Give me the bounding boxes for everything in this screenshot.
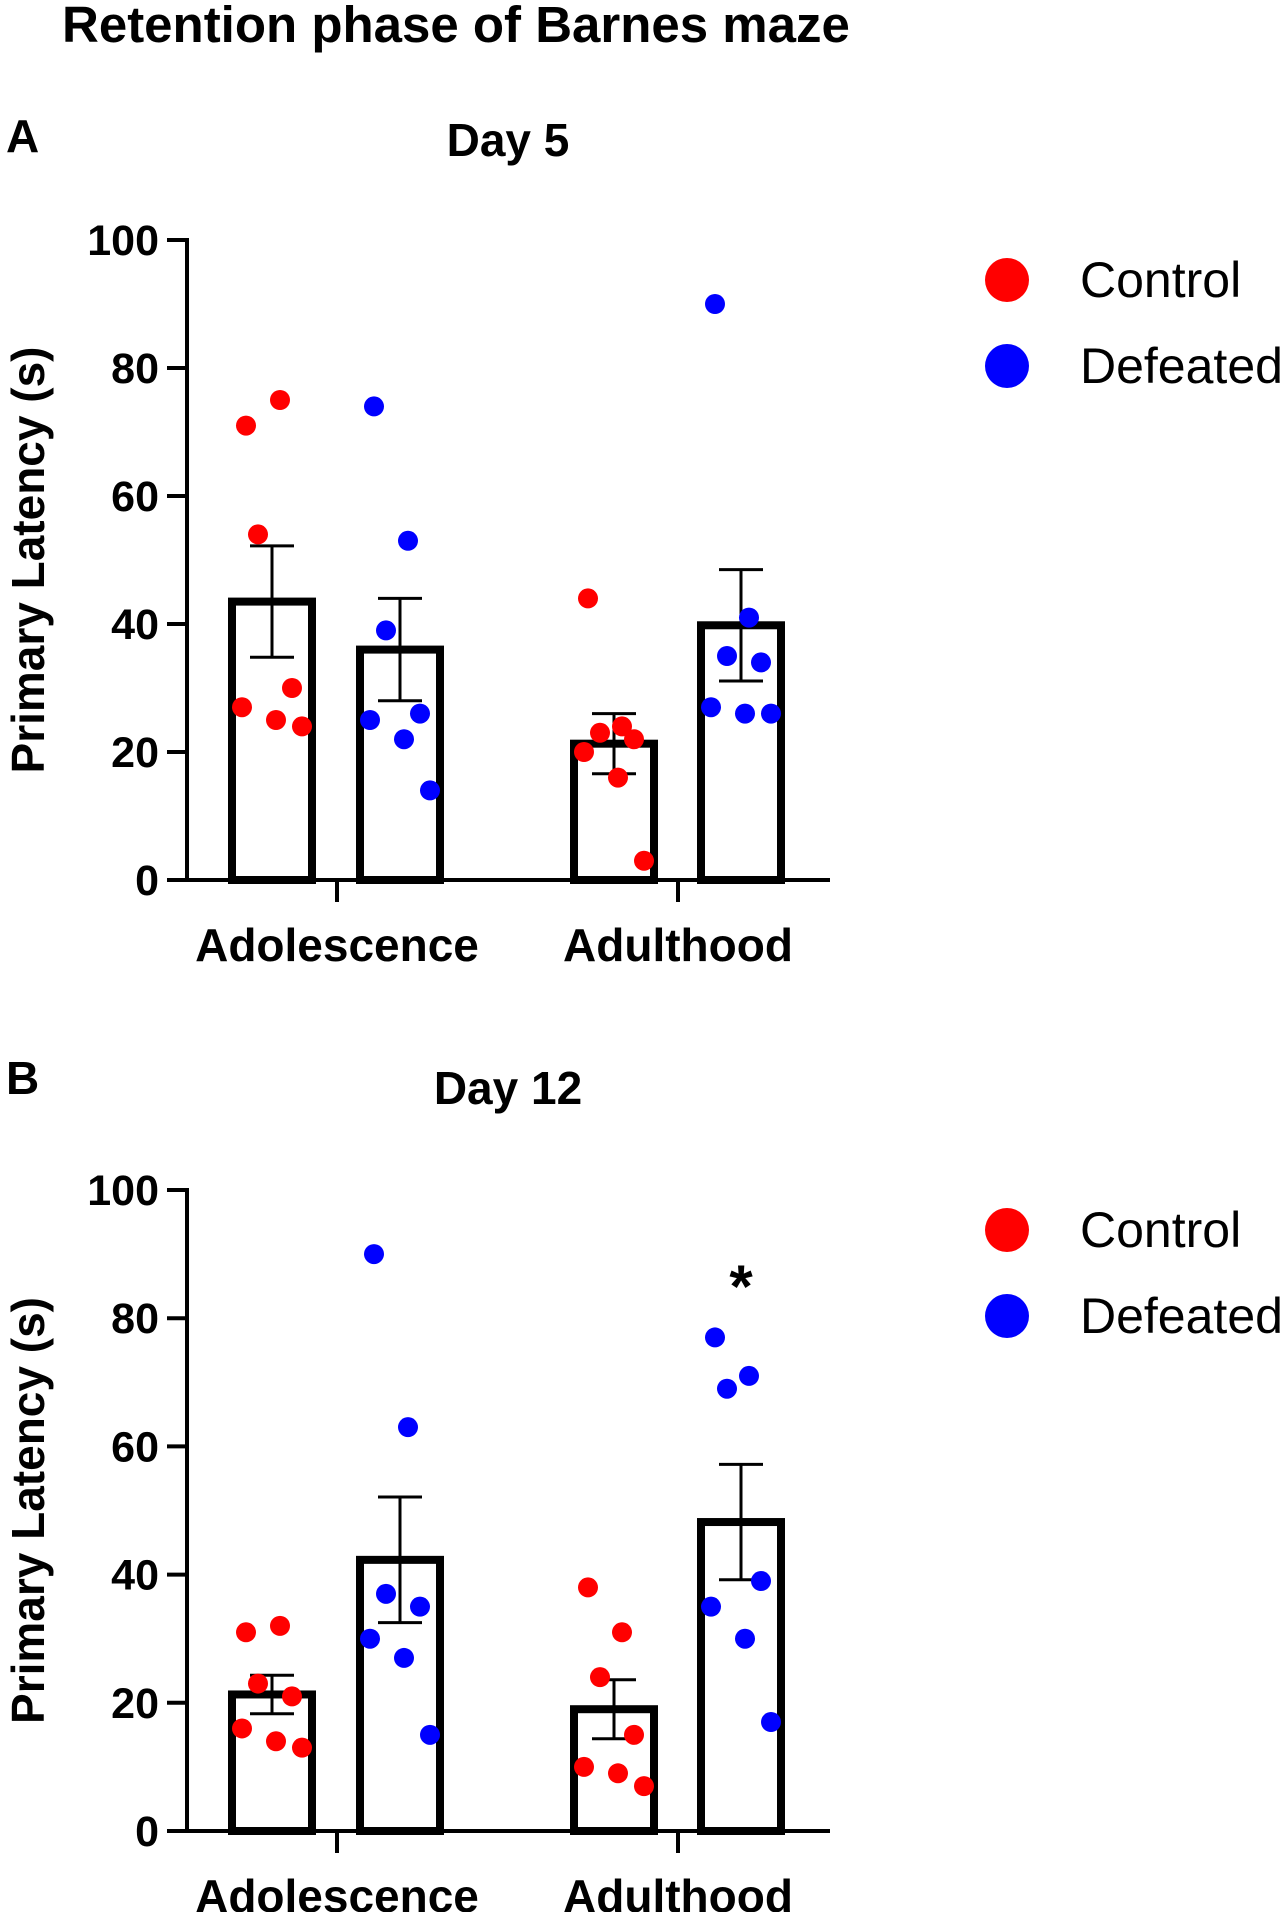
data-point-defeated (735, 703, 755, 724)
data-point-control (236, 1622, 256, 1643)
data-point-control (574, 1756, 594, 1777)
data-point-control (248, 1673, 268, 1694)
data-point-defeated (751, 1571, 771, 1592)
data-point-control (266, 1731, 286, 1752)
data-point-control (248, 524, 268, 545)
data-point-control (292, 1737, 312, 1758)
data-point-defeated (717, 1378, 737, 1399)
panel-label: A (6, 110, 39, 162)
data-point-control (634, 850, 654, 871)
y-tick-label: 0 (135, 1808, 159, 1856)
y-tick-label: 80 (111, 345, 159, 393)
data-point-control (634, 1776, 654, 1797)
data-point-control (612, 716, 632, 737)
error-bar-defeated-adulthood (719, 568, 763, 683)
data-point-defeated (394, 729, 414, 750)
data-point-defeated (761, 1712, 781, 1733)
data-point-defeated (364, 396, 384, 417)
data-point-defeated (761, 703, 781, 724)
y-tick-label: 40 (111, 1552, 159, 1600)
legend-a: Control Defeated (985, 252, 1283, 394)
data-point-defeated (398, 1417, 418, 1438)
x-tick-label: Adolescence (195, 1870, 479, 1912)
error-bar-control-adolescence (250, 544, 294, 659)
y-tick-label: 40 (111, 601, 159, 649)
data-point-control (232, 697, 252, 718)
y-tick-label: 20 (111, 729, 159, 777)
data-point-defeated (394, 1647, 414, 1668)
data-point-defeated (751, 652, 771, 673)
data-point-control (590, 722, 610, 743)
legend-label-defeated: Defeated (1080, 338, 1283, 394)
x-tick-label: Adolescence (195, 919, 479, 971)
data-point-defeated (360, 1628, 380, 1649)
data-point-control (624, 1724, 644, 1745)
panel-label: B (6, 1052, 39, 1104)
data-point-defeated (376, 620, 396, 641)
panel-b: B Day 12 Primary Latency (s) 0 20 40 60 80 100 Ad… (2, 1052, 1283, 1912)
y-tick-label: 60 (111, 1423, 159, 1471)
y-tick-label: 100 (87, 217, 159, 265)
data-point-control (608, 767, 628, 788)
legend-b: Control Defeated (985, 1202, 1283, 1344)
figure-title: Retention phase of Barnes maze (62, 0, 850, 53)
data-point-defeated (420, 780, 440, 801)
legend-label-defeated: Defeated (1080, 1288, 1283, 1344)
legend-label-control: Control (1080, 252, 1241, 308)
error-bar-defeated-adolescence (378, 1495, 422, 1625)
data-point-control (236, 415, 256, 436)
data-point-defeated (739, 1365, 759, 1386)
legend-marker-defeated (985, 1294, 1029, 1338)
data-point-control (574, 742, 594, 762)
error-bar-defeated-adolescence (378, 596, 422, 703)
data-point-defeated (717, 646, 737, 666)
data-point-defeated (739, 607, 759, 628)
data-point-control (282, 1686, 302, 1707)
y-tick-label: 80 (111, 1295, 159, 1343)
y-tick-label: 0 (135, 857, 159, 905)
data-point-defeated (705, 294, 725, 314)
panel-title: Day 12 (434, 1062, 582, 1114)
data-point-defeated (410, 703, 430, 724)
data-point-defeated (735, 1628, 755, 1649)
data-point-defeated (420, 1724, 440, 1745)
data-point-defeated (410, 1596, 430, 1617)
data-point-defeated (701, 697, 721, 718)
data-point-defeated (364, 1244, 384, 1265)
data-point-defeated (398, 530, 418, 551)
legend-label-control: Control (1080, 1202, 1241, 1258)
data-point-control (292, 716, 312, 737)
x-tick-label: Adulthood (563, 919, 793, 971)
panel-a: A Day 5 Primary Latency (s) 0 20 40 60 80 100 Ado… (2, 110, 1283, 971)
legend-marker-defeated (985, 344, 1029, 388)
data-point-control (282, 678, 302, 698)
y-tick-label: 60 (111, 473, 159, 521)
significance-marker: * (729, 1253, 753, 1320)
data-point-control (608, 1763, 628, 1784)
legend-marker-control (985, 1208, 1029, 1252)
y-tick-label: 20 (111, 1680, 159, 1728)
legend-marker-control (985, 258, 1029, 302)
data-point-defeated (376, 1583, 396, 1604)
data-point-control (590, 1667, 610, 1688)
panel-title: Day 5 (447, 114, 570, 166)
data-point-defeated (705, 1327, 725, 1348)
data-point-control (232, 1718, 252, 1739)
data-point-control (270, 390, 290, 410)
x-tick-label: Adulthood (563, 1870, 793, 1912)
y-tick-label: 100 (87, 1167, 159, 1215)
data-point-control (270, 1615, 290, 1636)
data-point-defeated (701, 1596, 721, 1617)
y-axis-label: Primary Latency (s) (2, 347, 54, 774)
data-point-control (624, 729, 644, 750)
data-point-control (578, 1577, 598, 1598)
data-point-control (266, 710, 286, 730)
data-point-defeated (360, 710, 380, 730)
data-point-control (578, 588, 598, 609)
data-point-control (612, 1622, 632, 1643)
y-axis-label: Primary Latency (s) (2, 1297, 54, 1724)
